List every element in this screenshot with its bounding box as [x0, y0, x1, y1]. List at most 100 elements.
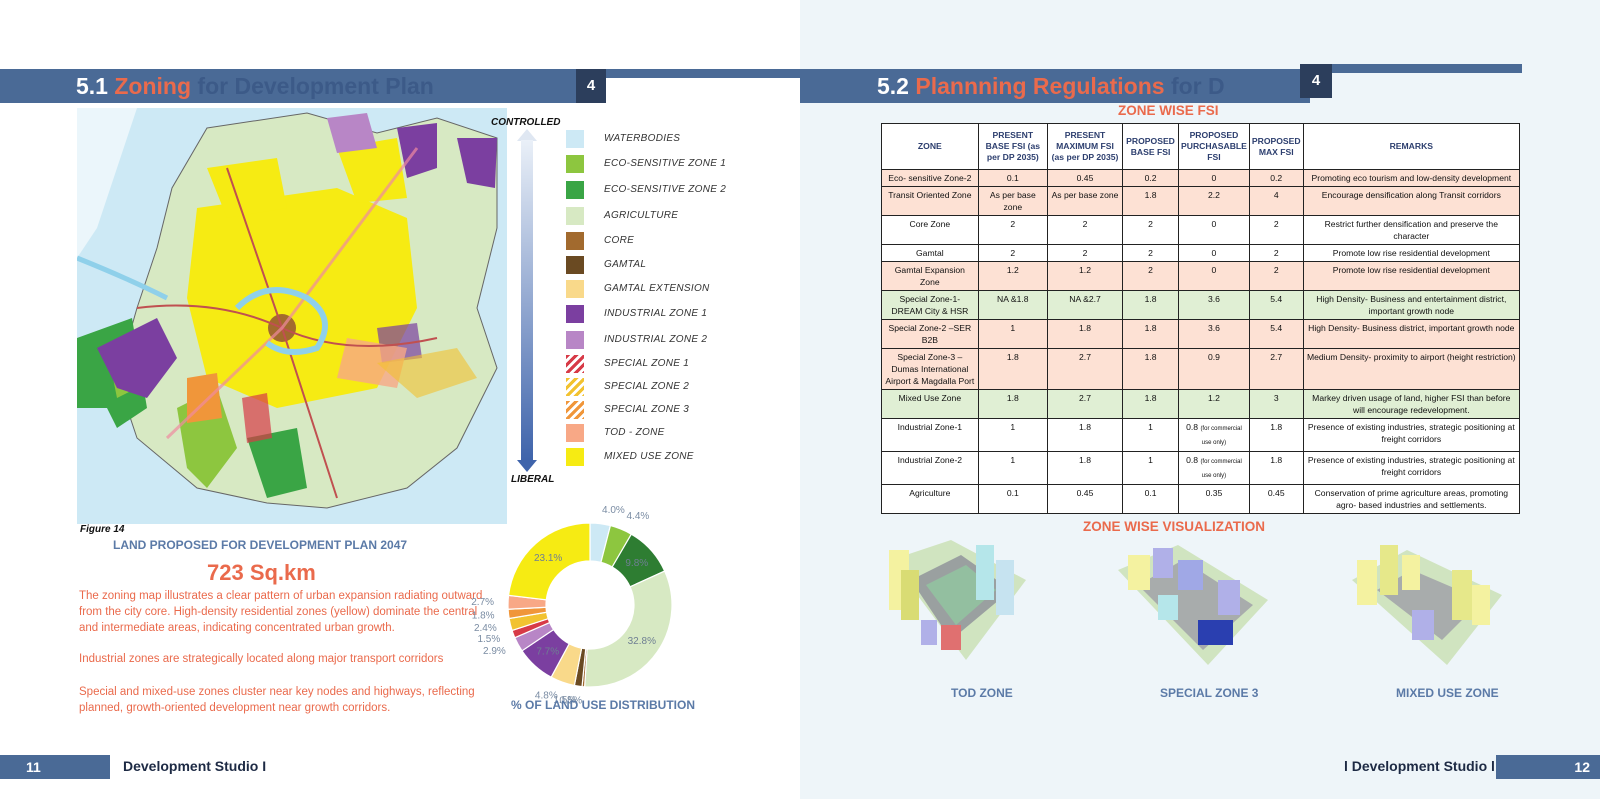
- table-cell: NA &1.8: [977, 290, 1048, 320]
- legend-item: SPECIAL ZONE 3: [566, 401, 776, 419]
- table-cell: 5.4: [1248, 319, 1304, 349]
- legend-item: MIXED USE ZONE: [566, 448, 776, 466]
- table-row: Industrial Zone-2 1 1.8 1 0.8 (for commercia…: [881, 451, 1521, 485]
- special-zone-3-visualization: [1118, 545, 1268, 665]
- table-cell: 0: [1178, 169, 1250, 187]
- table-cell: 3.6: [1178, 290, 1250, 320]
- legend-item: CORE: [566, 232, 776, 250]
- legend-swatch: [566, 232, 584, 250]
- cell-value: Mixed Use Zone: [898, 393, 962, 403]
- cell-value: 1.8: [1270, 455, 1283, 465]
- cell-value: 1.8: [1144, 393, 1157, 403]
- cell-value: 0.8: [1186, 422, 1199, 432]
- table-cell: 2: [1046, 244, 1124, 262]
- cell-value: 1.8: [1006, 352, 1019, 362]
- table-cell: 1.8: [1046, 451, 1124, 485]
- table-cell: 2: [1248, 261, 1304, 291]
- mixed-use-zone-visualization: [1352, 545, 1502, 665]
- legend-swatch: [566, 305, 584, 323]
- cell-value: As per base zone: [1051, 190, 1119, 200]
- cell-value: 1.8: [1079, 323, 1091, 333]
- zone-wise-fsi-table: ZONE PRESENT BASE FSI (as per DP 2035) PRE…: [881, 123, 1521, 514]
- table-cell: Agriculture: [881, 484, 979, 514]
- controlled-liberal-scale: [521, 140, 533, 460]
- cell-value: 0.45: [1076, 488, 1094, 498]
- cell-value: 1: [1148, 422, 1153, 432]
- donut-slice-label: 1.5%: [553, 695, 576, 705]
- legend-label: ECO-SENSITIVE ZONE 1: [604, 158, 727, 169]
- land-area: 723 Sq.km: [207, 560, 316, 585]
- cell-value: Gamtal Expansion Zone: [894, 265, 965, 287]
- cell-value: 0: [1211, 219, 1217, 229]
- cell-value: 0: [1211, 173, 1217, 183]
- cell-value: NA &1.8: [997, 294, 1029, 304]
- table-cell: 2.7: [1248, 348, 1304, 390]
- table-cell: Eco- sensitive Zone-2: [881, 169, 979, 187]
- legend-swatch: [566, 448, 584, 466]
- donut-slice-label: 9.8%: [625, 558, 648, 569]
- section-number: 5.1: [76, 73, 108, 99]
- table-cell: Special Zone-3 – Dumas International Air…: [881, 348, 979, 390]
- cell-value: 3.6: [1207, 294, 1220, 304]
- cell-value: Promote low rise residential development: [1332, 265, 1490, 275]
- cell-value: 2: [1273, 219, 1279, 229]
- table-row: Special Zone-1- DREAM City & HSR NA &1.8 N…: [881, 290, 1521, 320]
- table-cell: 1.8: [1248, 451, 1304, 485]
- footer-text: Development Studio I: [123, 758, 267, 774]
- land-use-donut-chart: 4.0%4.4%9.8%32.8%0.5%1.5%4.8%7.7%2.9%1.5…: [471, 505, 673, 705]
- table-cell: 1.8: [1046, 319, 1124, 349]
- table-row: Gamtal 2 2 2 0 2 Promote low rise residential …: [881, 244, 1521, 262]
- cell-value: Industrial Zone-2: [897, 455, 963, 465]
- cell-value: Presence of existing industries, strateg…: [1307, 422, 1515, 444]
- table-cell: 2.2: [1178, 186, 1250, 216]
- table-cell: 0.1: [1122, 484, 1179, 514]
- table-cell: Promote low rise residential development: [1302, 261, 1521, 291]
- cell-value: 1: [1010, 422, 1016, 432]
- table-cell: Special Zone-2 –SER B2B: [881, 319, 979, 349]
- table-cell: 0.45: [1046, 169, 1124, 187]
- cell-value: 0.2: [1144, 173, 1157, 183]
- table-cell: 3.6: [1178, 319, 1250, 349]
- legend-item: GAMTAL EXTENSION: [566, 280, 776, 298]
- table-cell: 1: [977, 319, 1048, 349]
- table-cell: 2: [977, 244, 1048, 262]
- table-cell: 1.8: [977, 348, 1048, 390]
- cell-value: Conservation of prime agriculture areas,…: [1314, 488, 1509, 510]
- legend-swatch: [566, 130, 584, 148]
- cell-value: 1.8: [1006, 393, 1019, 403]
- legend-label: MIXED USE ZONE: [604, 451, 694, 462]
- table-row: Mixed Use Zone 1.8 2.7 1.8 1.2 3 Markey driven…: [881, 389, 1521, 419]
- table-cell: 1: [977, 451, 1048, 485]
- paragraph-1: The zoning map illustrates a clear patte…: [79, 590, 483, 634]
- cell-value: Presence of existing industries, strateg…: [1307, 455, 1515, 477]
- cell-value: 5.4: [1270, 323, 1283, 333]
- legend-swatch: [566, 280, 584, 298]
- cell-value: High Density- Business district, importa…: [1308, 323, 1515, 333]
- chapter-badge: 4: [1300, 64, 1332, 98]
- table-row: Transit Oriented Zone As per base zone As …: [881, 186, 1521, 216]
- donut-slice-label: 23.1%: [534, 553, 562, 564]
- column-header: PROPOSED PURCHASABLE FSI: [1178, 123, 1250, 170]
- cell-value: 3: [1273, 393, 1279, 403]
- title-rest: for D: [1170, 73, 1225, 99]
- table-cell: Gamtal Expansion Zone: [881, 261, 979, 291]
- legend-label: SPECIAL ZONE 3: [604, 404, 690, 415]
- table-row: Special Zone-2 –SER B2B 1 1.8 1.8 3.6 5.4 High…: [881, 319, 1521, 349]
- cell-value: 0.8: [1186, 455, 1199, 465]
- donut-slice-label: 1.8%: [472, 610, 495, 621]
- table-cell: 0.45: [1248, 484, 1304, 514]
- table-cell: 1.2: [1046, 261, 1124, 291]
- table-cell: 2: [1122, 215, 1179, 245]
- map-illustration: [77, 108, 498, 509]
- table-cell: Encourage densification along Transit co…: [1302, 186, 1521, 216]
- viz-section-title: ZONE WISE VISUALIZATION: [1083, 519, 1265, 534]
- legend-label: AGRICULTURE: [604, 210, 679, 221]
- cell-value: 5.4: [1270, 294, 1283, 304]
- table-cell: 1.8: [1122, 186, 1179, 216]
- arrow-down-icon: [517, 460, 537, 472]
- viz-label-special-zone-3: SPECIAL ZONE 3: [1160, 686, 1259, 700]
- table-cell: 0: [1178, 261, 1250, 291]
- table-cell: 1.2: [1178, 389, 1250, 419]
- table-cell: 0: [1178, 244, 1250, 262]
- cell-value: 2: [1010, 248, 1016, 258]
